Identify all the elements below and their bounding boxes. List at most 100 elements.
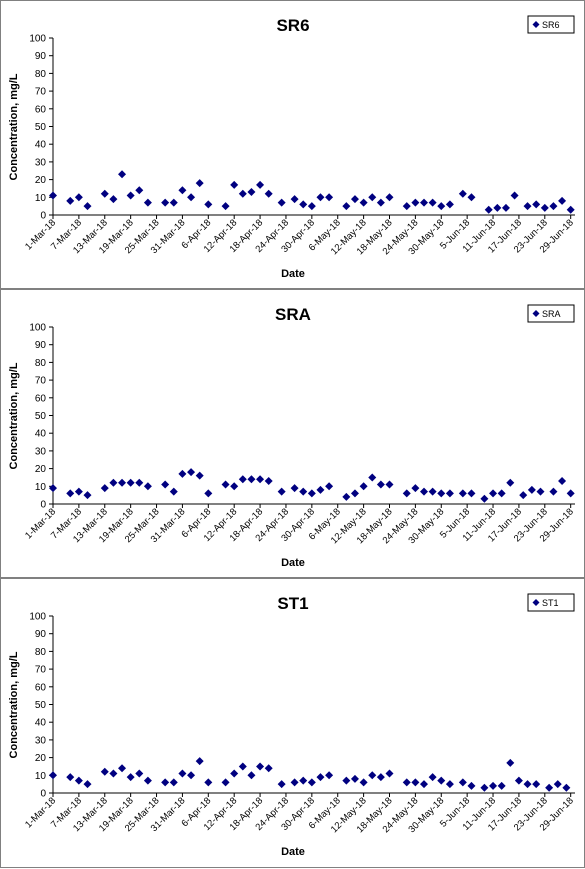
data-point — [540, 203, 549, 212]
data-point — [83, 491, 92, 500]
data-point — [316, 773, 325, 782]
chart-title: SR6 — [276, 16, 309, 35]
data-point — [402, 489, 411, 498]
legend: SRA — [527, 304, 575, 323]
data-point — [221, 480, 230, 489]
data-point — [316, 485, 325, 494]
data-point — [187, 468, 196, 477]
y-tick-label: 40 — [35, 718, 47, 729]
data-point — [66, 773, 75, 782]
data-point — [100, 189, 109, 198]
y-tick-label: 60 — [35, 104, 47, 115]
data-point — [161, 778, 170, 787]
legend-box — [527, 15, 575, 34]
data-point — [437, 202, 446, 211]
legend: SR6 — [527, 15, 575, 34]
data-point — [484, 205, 493, 214]
data-point — [238, 762, 247, 771]
chart-title: SRA — [275, 305, 311, 324]
data-point — [74, 776, 83, 785]
data-point — [411, 198, 420, 207]
data-point — [376, 198, 385, 207]
y-tick-label: 100 — [29, 323, 46, 334]
data-point — [109, 769, 118, 778]
y-tick-label: 90 — [35, 340, 47, 351]
chart-panel-2: SRA 0 10 20 30 40 50 60 70 80 90 100 1-Mar-18 7-Mar-1… — [0, 289, 585, 578]
data-point — [350, 195, 359, 204]
y-tick-label: 60 — [35, 682, 47, 693]
data-point — [256, 475, 265, 484]
data-point — [66, 196, 75, 205]
y-tick-label: 10 — [35, 193, 47, 204]
y-tick-label: 80 — [35, 69, 47, 80]
data-point — [221, 778, 230, 787]
data-point — [342, 776, 351, 785]
data-point — [411, 484, 420, 493]
y-tick-label: 0 — [40, 211, 46, 222]
data-point — [204, 489, 213, 498]
data-point — [402, 202, 411, 211]
legend-marker-icon — [532, 21, 540, 28]
y-tick-label: 10 — [35, 771, 47, 782]
data-point — [204, 778, 213, 787]
legend-label: SRA — [542, 309, 561, 319]
legend-marker-icon — [532, 599, 540, 606]
data-point — [290, 778, 299, 787]
data-point — [264, 476, 273, 485]
data-point — [342, 202, 351, 211]
data-point — [277, 487, 286, 496]
y-tick-label: 30 — [35, 735, 47, 746]
data-point — [368, 771, 377, 780]
y-tick-label: 30 — [35, 157, 47, 168]
data-point — [126, 478, 135, 487]
data-point — [445, 489, 454, 498]
y-tick-label: 50 — [35, 411, 47, 422]
data-point — [307, 489, 316, 498]
data-point — [480, 783, 489, 792]
data-point — [83, 202, 92, 211]
data-point — [514, 776, 523, 785]
y-tick-label: 50 — [35, 122, 47, 133]
data-point — [402, 778, 411, 787]
data-point — [187, 193, 196, 202]
data-point — [489, 489, 498, 498]
data-point — [385, 769, 394, 778]
data-point — [325, 482, 334, 491]
data-point — [126, 191, 135, 200]
data-point — [368, 193, 377, 202]
data-point — [264, 764, 273, 773]
data-point — [247, 771, 256, 780]
y-tick-label: 90 — [35, 51, 47, 62]
data-point — [169, 487, 178, 496]
data-point — [195, 471, 204, 480]
data-point — [532, 200, 541, 209]
data-point — [376, 773, 385, 782]
data-point — [359, 482, 368, 491]
y-tick-label: 90 — [35, 629, 47, 640]
data-point — [376, 480, 385, 489]
data-point — [368, 473, 377, 482]
data-point — [497, 489, 506, 498]
data-point — [467, 489, 476, 498]
data-point — [74, 487, 83, 496]
data-point — [100, 484, 109, 493]
y-tick-label: 10 — [35, 482, 47, 493]
data-point — [385, 480, 394, 489]
data-point — [109, 478, 118, 487]
y-tick-label: 40 — [35, 140, 47, 151]
data-point — [527, 485, 536, 494]
data-point — [230, 180, 239, 189]
data-point — [238, 475, 247, 484]
data-point — [118, 764, 127, 773]
data-point — [493, 203, 502, 212]
y-tick-label: 0 — [40, 789, 46, 800]
data-point — [428, 487, 437, 496]
y-tick-label: 0 — [40, 500, 46, 511]
x-axis-title: Date — [281, 557, 305, 569]
data-point — [143, 482, 152, 491]
data-point — [230, 769, 239, 778]
legend-box — [527, 304, 575, 323]
y-tick-label: 60 — [35, 393, 47, 404]
legend-label: SR6 — [542, 20, 560, 30]
data-point — [523, 202, 532, 211]
